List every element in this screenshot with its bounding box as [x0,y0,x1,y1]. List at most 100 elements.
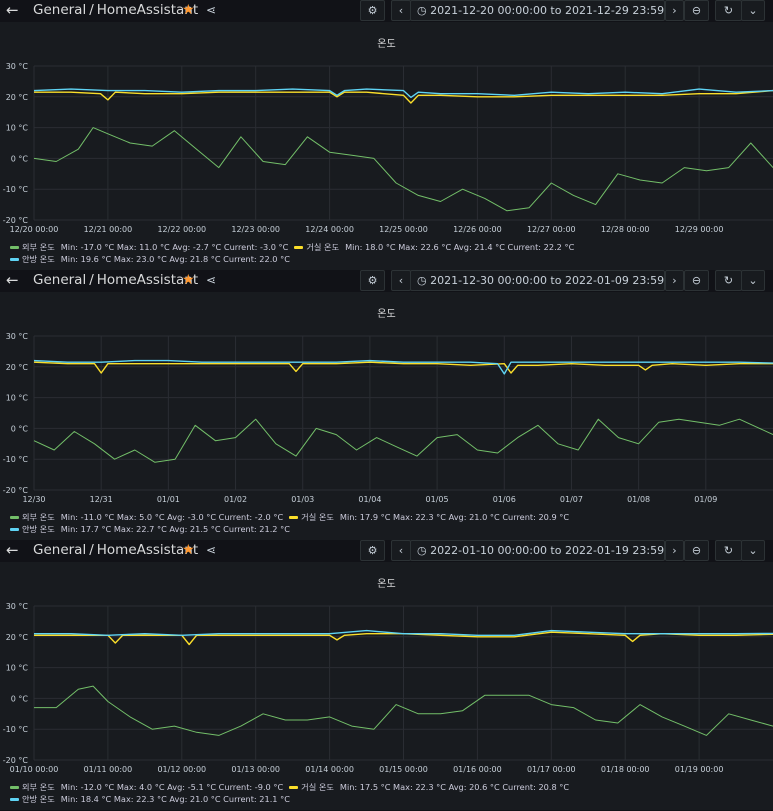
legend-row: 외부 온도 Min: -17.0 °C Max: 11.0 °C Avg: -2.… [10,242,574,253]
zoom-out-icon[interactable]: ⊖ [684,540,709,561]
refresh-interval-dropdown[interactable]: ⌄ [741,0,765,21]
back-arrow-icon[interactable]: ← [6,1,19,19]
legend-swatch [294,246,304,249]
x-tick-label: 12/25 00:00 [379,225,428,234]
legend-swatch [10,258,19,261]
x-tick-label: 12/31 [90,495,113,504]
top-navbar: ← General / HomeAssistant ★ ⋖ ⚙ ‹ ◷ 2021-12-20 0… [0,0,773,22]
breadcrumb-folder[interactable]: General [33,272,87,288]
breadcrumb-folder[interactable]: General [33,2,87,18]
legend-swatch [10,528,19,531]
series-line-livingroom [34,631,773,646]
refresh-icon[interactable]: ↻ [715,0,742,21]
legend-item[interactable]: 안방 온도 Min: 18.4 °C Max: 22.3 °C Avg: 21.0… [10,794,290,804]
star-icon[interactable]: ★ [182,272,195,288]
series-line-bedroom [34,629,773,637]
breadcrumb-dashboard[interactable]: HomeAssistant [96,272,199,288]
y-tick-label: -10 °C [3,455,29,464]
x-tick-label: 01/17 00:00 [527,765,576,774]
time-range-text: 2021-12-20 00:00:00 to 2021-12-29 23:59:… [430,4,682,17]
x-tick-label: 12/26 00:00 [453,225,502,234]
legend-stats: Min: 17.7 °C Max: 22.7 °C Avg: 21.5 °C C… [60,524,290,534]
breadcrumb[interactable]: General / HomeAssistant [33,541,198,559]
time-range-picker[interactable]: ◷ 2021-12-20 00:00:00 to 2021-12-29 23:5… [410,0,699,21]
back-arrow-icon[interactable]: ← [6,271,19,289]
x-tick-label: 01/05 [426,495,449,504]
temperature-chart: 30 °C 20 °C 10 °C 0 °C -10 °C -20 °C01/10 00:… [3,602,773,774]
star-icon[interactable]: ★ [182,2,195,18]
x-tick-label: 01/13 00:00 [231,765,280,774]
x-tick-label: 01/19 00:00 [675,765,724,774]
settings-gear-icon[interactable]: ⚙ [360,270,385,291]
y-tick-label: 10 °C [6,664,29,673]
legend-item[interactable]: 안방 온도 Min: 19.6 °C Max: 23.0 °C Avg: 21.8… [10,254,290,264]
zoom-out-icon[interactable]: ⊖ [684,270,709,291]
x-tick-label: 01/16 00:00 [453,765,502,774]
x-tick-label: 12/20 00:00 [10,225,59,234]
x-tick-label: 12/30 [22,495,45,504]
breadcrumb-dashboard[interactable]: HomeAssistant [96,2,199,18]
y-tick-label: 20 °C [6,633,29,642]
refresh-icon[interactable]: ↻ [715,540,742,561]
x-tick-label: 01/08 [627,495,650,504]
breadcrumb-folder[interactable]: General [33,542,87,558]
panel-title: 온도 [377,579,396,590]
dashboard-panel: ← General / HomeAssistant ★ ⋖ ⚙ ‹ ◷ 2021-12-20 0… [0,0,773,270]
clock-icon: ◷ [417,274,431,287]
time-forward-button[interactable]: › [665,540,684,561]
legend-series-name: 외부 온도 [22,512,55,522]
share-icon[interactable]: ⋖ [206,543,217,557]
x-tick-label: 12/21 00:00 [84,225,133,234]
legend-item[interactable]: 거실 온도 Min: 17.5 °C Max: 22.3 °C Avg: 20.6… [289,782,569,792]
x-tick-label: 01/18 00:00 [601,765,650,774]
breadcrumb-dashboard[interactable]: HomeAssistant [96,542,199,558]
breadcrumb[interactable]: General / HomeAssistant [33,1,198,19]
refresh-interval-dropdown[interactable]: ⌄ [741,540,765,561]
series-line-outdoor [34,685,773,736]
legend-item[interactable]: 안방 온도 Min: 17.7 °C Max: 22.7 °C Avg: 21.5… [10,524,290,534]
legend-stats: Min: 18.0 °C Max: 22.6 °C Avg: 21.4 °C C… [345,242,575,252]
time-range-picker[interactable]: ◷ 2022-01-10 00:00:00 to 2022-01-19 23:5… [410,540,699,561]
legend-series-name: 외부 온도 [22,242,55,252]
temperature-chart: 30 °C 20 °C 10 °C 0 °C -10 °C -20 °C12/20 00:… [3,62,773,234]
star-icon[interactable]: ★ [182,542,195,558]
share-icon[interactable]: ⋖ [206,273,217,287]
series-line-bedroom [33,359,773,375]
x-tick-label: 12/27 00:00 [527,225,576,234]
settings-gear-icon[interactable]: ⚙ [360,540,385,561]
time-forward-button[interactable]: › [665,0,684,21]
x-tick-label: 01/12 00:00 [157,765,206,774]
legend-series-name: 안방 온도 [22,794,55,804]
legend-item[interactable]: 외부 온도 Min: -12.0 °C Max: 4.0 °C Avg: -5.1… [10,782,283,792]
x-tick-label: 12/24 00:00 [305,225,354,234]
legend-item[interactable]: 거실 온도 Min: 17.9 °C Max: 22.3 °C Avg: 21.0… [289,512,569,522]
legend-item[interactable]: 거실 온도 Min: 18.0 °C Max: 22.6 °C Avg: 21.4… [294,242,574,252]
x-tick-label: 01/10 00:00 [10,765,59,774]
dashboard-panel: ← General / HomeAssistant ★ ⋖ ⚙ ‹ ◷ 2021-12-30 0… [0,270,773,540]
legend-row: 외부 온도 Min: -11.0 °C Max: 5.0 °C Avg: -3.0… [10,512,569,523]
legend-swatch [289,516,299,519]
y-tick-label: -20 °C [3,486,29,495]
breadcrumb-separator: / [89,542,94,558]
settings-gear-icon[interactable]: ⚙ [360,0,385,21]
legend-row: 안방 온도 Min: 19.6 °C Max: 23.0 °C Avg: 21.8… [10,254,290,265]
x-tick-label: 01/15 00:00 [379,765,428,774]
time-forward-button[interactable]: › [665,270,684,291]
share-icon[interactable]: ⋖ [206,3,217,17]
legend-item[interactable]: 외부 온도 Min: -11.0 °C Max: 5.0 °C Avg: -3.0… [10,512,283,522]
breadcrumb[interactable]: General / HomeAssistant [33,271,198,289]
refresh-interval-dropdown[interactable]: ⌄ [741,270,765,291]
zoom-out-icon[interactable]: ⊖ [684,0,709,21]
legend-stats: Min: -11.0 °C Max: 5.0 °C Avg: -3.0 °C C… [60,512,284,522]
series-line-bedroom [33,88,773,99]
legend-swatch [10,798,19,801]
y-tick-label: 0 °C [11,424,29,433]
back-arrow-icon[interactable]: ← [6,541,19,559]
y-tick-label: 30 °C [6,62,29,71]
y-tick-label: 0 °C [11,694,29,703]
y-tick-label: -20 °C [3,216,29,225]
legend-swatch [10,516,19,519]
clock-icon: ◷ [417,544,431,557]
legend-item[interactable]: 외부 온도 Min: -17.0 °C Max: 11.0 °C Avg: -2.… [10,242,288,252]
legend-stats: Min: 17.9 °C Max: 22.3 °C Avg: 21.0 °C C… [339,512,570,522]
